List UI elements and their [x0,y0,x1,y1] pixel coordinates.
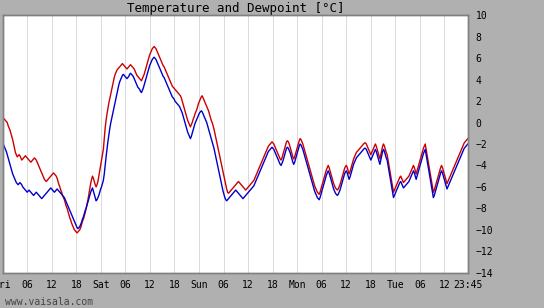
Text: www.vaisala.com: www.vaisala.com [5,297,94,307]
Title: Temperature and Dewpoint [°C]: Temperature and Dewpoint [°C] [127,2,344,15]
